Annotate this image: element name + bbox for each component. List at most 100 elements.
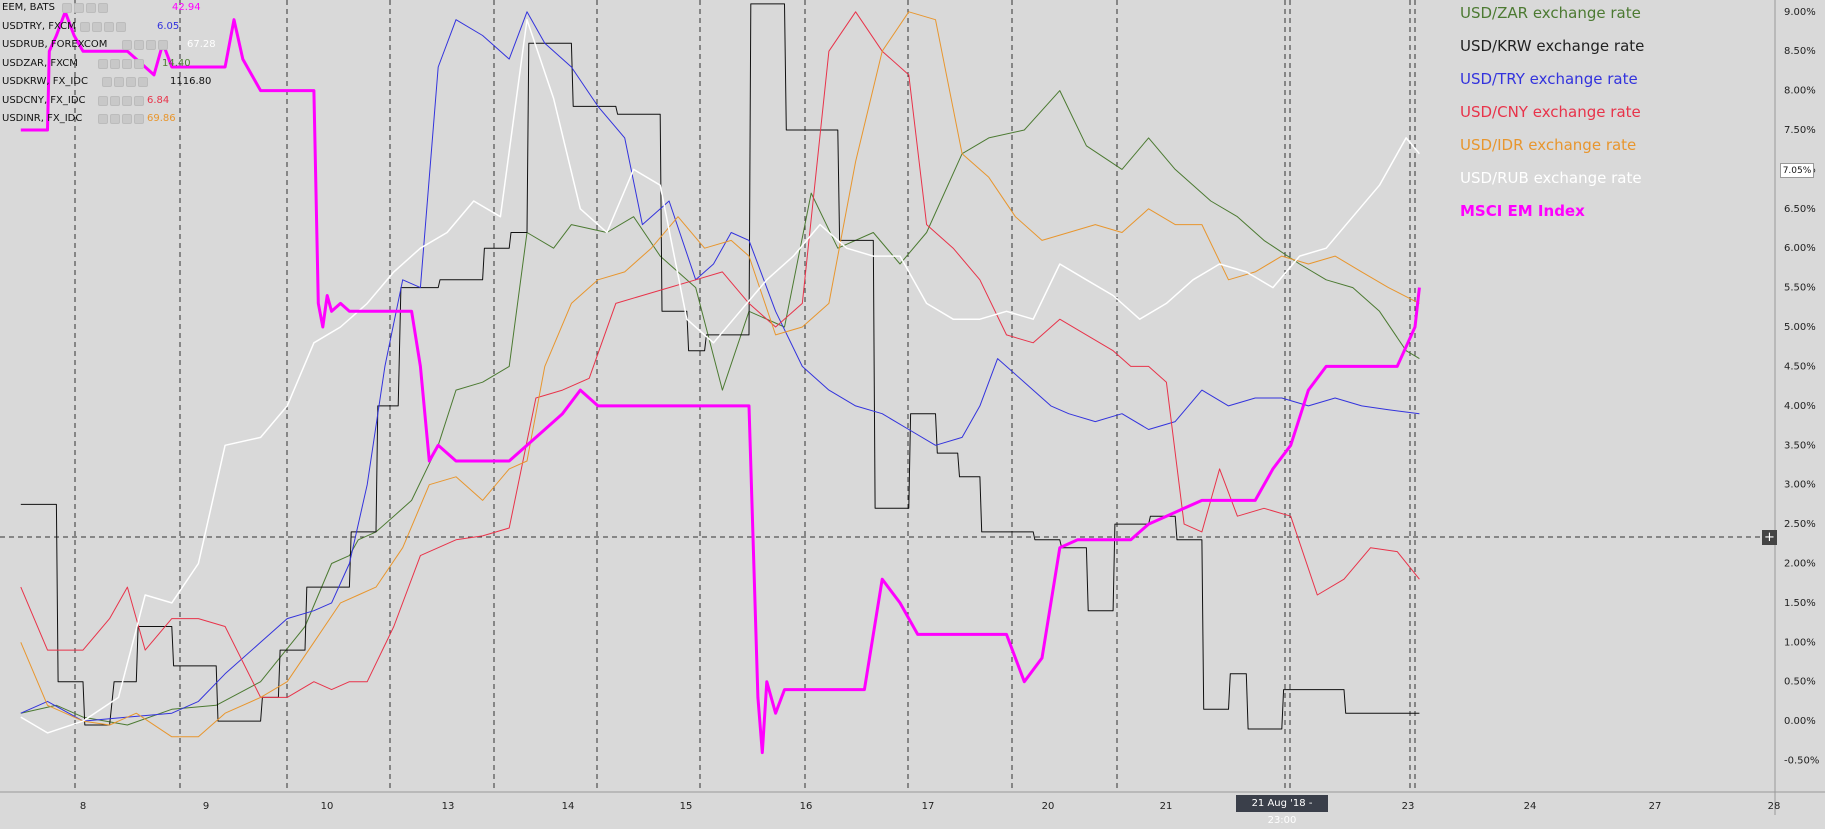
settings-icon[interactable] (110, 114, 120, 124)
settings-icon[interactable] (110, 95, 120, 106)
legend-item: USD/TRY exchange rate (1460, 70, 1638, 88)
symbol-label: USDRUB, FOREXCOM (2, 39, 108, 50)
symbol-value: 6.84 (147, 94, 170, 106)
y-tick-label: 2.50% (1784, 519, 1816, 530)
axes: 9.00%8.50%8.00%7.50%7.00%6.50%6.00%5.50%… (80, 7, 1820, 812)
eye-icon[interactable] (98, 58, 108, 69)
symbol-controls[interactable] (62, 3, 108, 13)
symbol-controls[interactable] (98, 58, 144, 69)
y-tick-label: -0.50% (1784, 755, 1819, 766)
y-tick-label: 1.00% (1784, 637, 1816, 648)
add-icon[interactable] (104, 21, 114, 32)
close-icon[interactable] (134, 114, 144, 124)
eye-icon[interactable] (98, 95, 108, 106)
y-tick-label: 4.50% (1784, 361, 1816, 372)
add-icon[interactable] (122, 95, 132, 106)
symbol-controls[interactable] (80, 21, 126, 32)
close-icon[interactable] (158, 40, 168, 50)
close-icon[interactable] (98, 3, 108, 13)
y-tick-label: 7.50% (1784, 125, 1816, 136)
crosshair-y-label: 7.05% (1780, 163, 1814, 178)
series-line-usd-zar-exchange-rate[interactable] (20, 90, 1420, 726)
symbol-value: 6.05 (157, 20, 180, 32)
eye-icon[interactable] (102, 77, 112, 87)
symbol-value: 1116.80 (170, 76, 212, 87)
add-plus-button[interactable]: + (1762, 530, 1777, 545)
settings-icon[interactable] (74, 3, 84, 13)
symbol-row[interactable]: USDCNY, FX_IDC 6.84 (2, 95, 169, 109)
symbol-label: USDTRY, FXCM (2, 20, 76, 32)
legend-item: USD/RUB exchange rate (1460, 169, 1642, 187)
y-tick-label: 0.50% (1784, 677, 1816, 688)
symbol-controls[interactable] (98, 95, 144, 106)
eye-icon[interactable] (98, 114, 108, 124)
x-tick-label: 16 (800, 801, 813, 812)
x-tick-label: 10 (321, 801, 334, 812)
symbol-controls[interactable] (102, 77, 148, 87)
settings-icon[interactable] (110, 58, 120, 69)
x-tick-label: 23 (1402, 801, 1415, 812)
x-tick-label: 13 (442, 801, 455, 812)
add-icon[interactable] (122, 114, 132, 124)
symbol-label: USDKRW, FX_IDC (2, 76, 88, 87)
symbol-label: EEM, BATS (2, 2, 56, 13)
x-tick-label: 27 (1649, 801, 1662, 812)
eye-icon[interactable] (122, 40, 132, 50)
symbol-label: USDINR, FX_IDC (2, 113, 83, 124)
legend-item: USD/KRW exchange rate (1460, 37, 1645, 55)
add-icon[interactable] (146, 40, 156, 50)
symbol-value: 42.94 (172, 2, 201, 13)
x-tick-label: 15 (680, 801, 693, 812)
settings-icon[interactable] (134, 40, 144, 50)
x-tick-label: 21 (1160, 801, 1173, 812)
symbol-row[interactable]: USDRUB, FOREXCOM 67.28 (2, 39, 216, 53)
series-line-usd-rub-exchange-rate[interactable] (20, 18, 1420, 734)
symbol-row[interactable]: USDINR, FX_IDC 69.86 (2, 113, 176, 127)
crosshair-x-label: 21 Aug '18 - 23:00 (1236, 795, 1328, 826)
add-icon[interactable] (126, 77, 136, 87)
symbol-value: 67.28 (187, 39, 216, 50)
add-icon[interactable] (122, 58, 132, 69)
symbol-value: 14.40 (162, 57, 191, 69)
series-line-usd-idr-exchange-rate[interactable] (20, 11, 1420, 738)
close-icon[interactable] (138, 77, 148, 87)
series-line-usd-krw-exchange-rate[interactable] (20, 3, 1420, 730)
symbol-label: USDZAR, FXCM (2, 57, 78, 69)
y-tick-label: 5.00% (1784, 322, 1816, 333)
series-lines (20, 3, 1421, 755)
close-icon[interactable] (134, 95, 144, 106)
x-tick-label: 14 (562, 801, 575, 812)
x-tick-label: 17 (922, 801, 935, 812)
eye-icon[interactable] (80, 21, 90, 32)
close-icon[interactable] (134, 58, 144, 69)
symbol-row[interactable]: EEM, BATS 42.94 (2, 2, 201, 16)
settings-icon[interactable] (114, 77, 124, 87)
eye-icon[interactable] (62, 3, 72, 13)
add-icon[interactable] (86, 3, 96, 13)
legend-item: USD/ZAR exchange rate (1460, 4, 1641, 22)
series-line-usd-try-exchange-rate[interactable] (20, 11, 1420, 722)
y-tick-label: 9.00% (1784, 7, 1816, 18)
symbol-row[interactable]: USDKRW, FX_IDC 1116.80 (2, 76, 211, 90)
y-tick-label: 1.50% (1784, 598, 1816, 609)
y-tick-label: 5.50% (1784, 283, 1816, 294)
symbol-row[interactable]: USDZAR, FXCM 14.40 (2, 57, 191, 72)
settings-icon[interactable] (92, 21, 102, 32)
series-line-msci-em-index[interactable] (20, 10, 1421, 755)
legend-item: USD/IDR exchange rate (1460, 136, 1637, 154)
symbol-controls[interactable] (122, 40, 168, 50)
series-line-usd-cny-exchange-rate[interactable] (20, 11, 1420, 698)
symbol-value: 69.86 (147, 113, 176, 124)
y-tick-label: 2.00% (1784, 558, 1816, 569)
symbol-controls[interactable] (98, 114, 144, 124)
close-icon[interactable] (116, 21, 126, 32)
legend-item: USD/CNY exchange rate (1460, 103, 1641, 121)
y-tick-label: 8.50% (1784, 46, 1816, 57)
y-tick-label: 8.00% (1784, 86, 1816, 97)
symbol-row[interactable]: USDTRY, FXCM 6.05 (2, 20, 179, 35)
y-tick-label: 0.00% (1784, 716, 1816, 727)
x-tick-label: 20 (1042, 801, 1055, 812)
